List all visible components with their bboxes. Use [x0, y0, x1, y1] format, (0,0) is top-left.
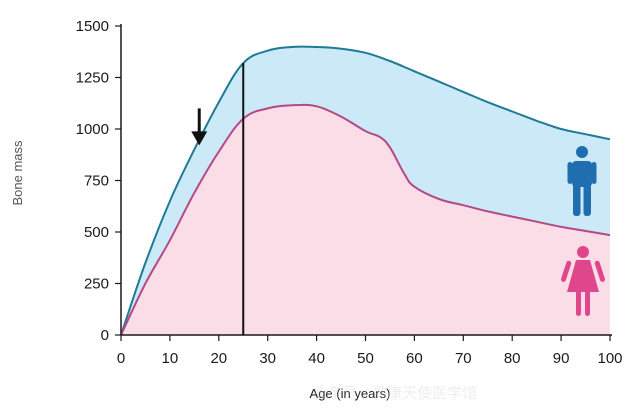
x-axis-title: Age (in years): [310, 386, 391, 401]
x-tick-label: 10: [162, 350, 179, 367]
down-arrow-icon: [191, 131, 208, 146]
x-tick-label: 100: [597, 350, 622, 367]
x-tick-label: 70: [455, 350, 472, 367]
x-tick-label: 0: [117, 350, 125, 367]
male-figure-icon: [567, 146, 597, 216]
x-tick-label: 20: [210, 350, 227, 367]
series-lines: [120, 45, 611, 336]
y-tick-label: 1000: [76, 121, 109, 138]
y-tick-label: 1250: [76, 70, 109, 87]
female-figure-icon: [560, 246, 606, 316]
y-tick-label: 250: [84, 276, 109, 293]
legend-icons: [560, 146, 606, 316]
x-tick-label: 90: [553, 350, 570, 367]
line-female: [120, 103, 611, 336]
y-tick-label: 500: [84, 224, 109, 241]
watermark-text: 头条号 / 健康天使医学馆: [313, 384, 478, 402]
x-tick-label: 80: [504, 350, 521, 367]
y-tick-label: 750: [84, 173, 109, 190]
y-tick-label: 0: [101, 327, 109, 344]
line-male: [120, 45, 611, 336]
x-tick-label: 30: [259, 350, 276, 367]
y-tick-label: 1500: [76, 18, 109, 35]
x-tick-label: 50: [357, 350, 374, 367]
y-axis-title: Bone mass: [10, 140, 25, 206]
annotations: [191, 63, 245, 335]
x-tick-label: 40: [308, 350, 325, 367]
axes: [115, 24, 612, 341]
tick-labels: 0 250 500 750 1000 1250 1500 0 10 20 30 40 50 60 70 80 9…: [76, 18, 623, 367]
x-tick-label: 60: [406, 350, 423, 367]
